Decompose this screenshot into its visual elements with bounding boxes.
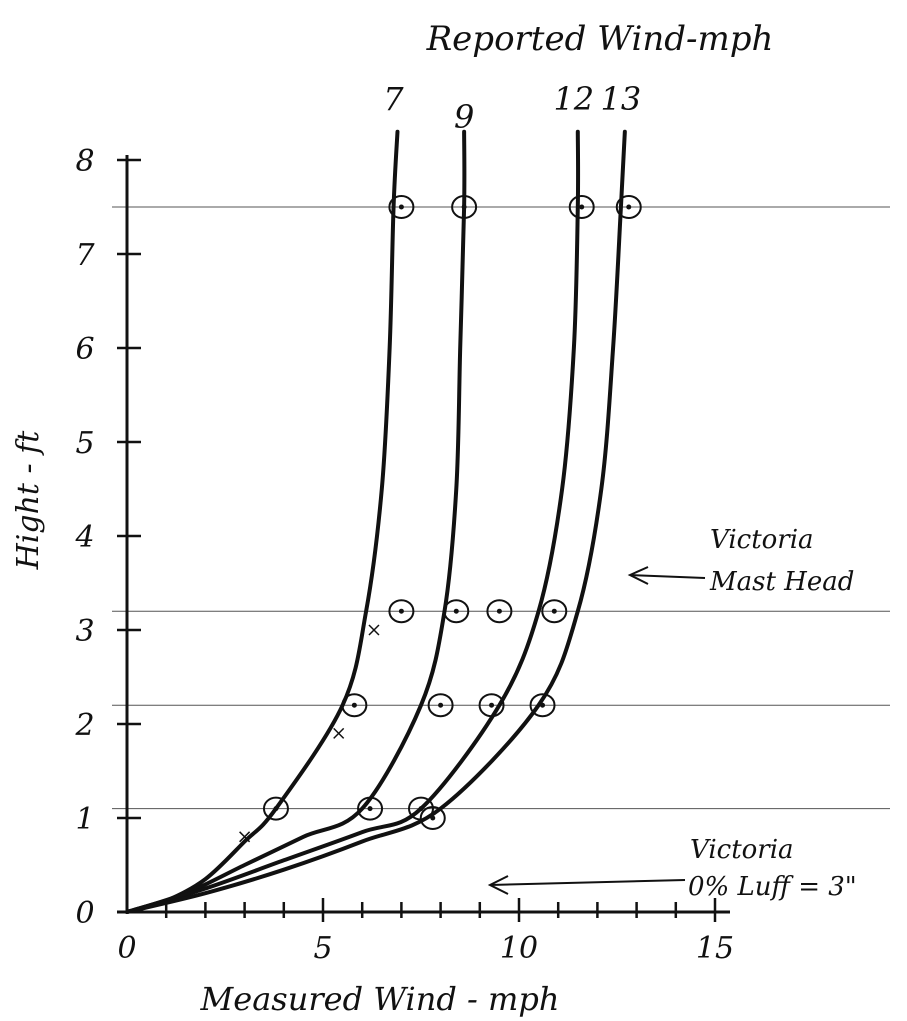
- data-point-13-1: [529, 693, 556, 718]
- x-marker-2: [368, 624, 380, 636]
- data-point-dot: [351, 702, 357, 708]
- data-point-ring: [568, 195, 595, 219]
- data-point-ring: [427, 693, 454, 718]
- data-point-ring: [529, 693, 556, 718]
- x-tick-label-1: 5: [313, 931, 332, 966]
- reference-lines: [112, 206, 890, 810]
- data-point-ring: [486, 599, 513, 624]
- data-point-13-2: [541, 599, 568, 624]
- data-point-ring: [388, 599, 415, 624]
- data-point-9-3: [451, 195, 478, 219]
- y-axis-label: Hight - ft: [11, 430, 46, 571]
- x-tick-label-3: 15: [696, 931, 734, 966]
- data-point-ring: [451, 195, 478, 219]
- y-tick-label-1: 1: [75, 802, 94, 837]
- data-point-dot: [430, 815, 436, 821]
- series-label-7: 7: [383, 80, 404, 118]
- axes: 0 1 2 3 4 5 6 7 8 0 5 10 15: [74, 144, 734, 966]
- series-label-12: 12: [553, 80, 594, 118]
- y-tick-label-0: 0: [75, 896, 94, 931]
- y-tick-label-6: 6: [75, 332, 94, 367]
- y-tick-label-3: 3: [75, 614, 94, 649]
- data-point-dot: [551, 608, 557, 614]
- data-point-12-1: [478, 693, 505, 718]
- chart-title: Reported Wind-mph: [426, 19, 774, 59]
- data-point-ring: [388, 195, 415, 219]
- annotation-luff-line2: 0% Luff = 3": [688, 872, 857, 902]
- data-point-dot: [367, 806, 373, 812]
- data-point-dot: [453, 608, 459, 614]
- data-point-dot: [418, 806, 424, 812]
- data-point-12-3: [568, 195, 595, 219]
- x-marker-0: [239, 831, 251, 843]
- y-tick-label-5: 5: [75, 426, 94, 461]
- data-point-dot: [461, 204, 467, 210]
- data-point-dot: [496, 608, 502, 614]
- x-marker-stroke-b: [368, 624, 380, 636]
- x-marker-stroke-b: [333, 727, 345, 739]
- series-curves: [125, 129, 627, 914]
- data-point-dot: [626, 204, 632, 210]
- data-point-9-0: [357, 796, 384, 821]
- data-point-9-2: [443, 599, 470, 624]
- data-point-dot: [398, 608, 404, 614]
- data-point-ring: [262, 796, 289, 821]
- arrow-luff: [487, 875, 686, 895]
- y-tick-label-2: 2: [74, 708, 94, 743]
- y-tick-label-7: 7: [75, 238, 95, 273]
- series-curve-7: [125, 129, 400, 914]
- data-point-7-0: [262, 796, 289, 821]
- data-point-ring: [341, 693, 368, 718]
- series-labels: 7 9 12 13: [383, 80, 641, 136]
- x-axis-label: Measured Wind - mph: [200, 980, 560, 1018]
- annotation-mast-head-line1: Victoria: [710, 525, 814, 555]
- data-point-13-3: [615, 195, 642, 219]
- data-point-ring: [541, 599, 568, 624]
- annotation-luff: Victoria 0% Luff = 3": [487, 835, 857, 902]
- data-point-ring: [357, 796, 384, 821]
- data-point-7-1: [341, 693, 368, 718]
- data-points: [239, 195, 642, 843]
- data-point-ring: [615, 195, 642, 219]
- x-tick-label-2: 10: [500, 931, 538, 966]
- series-curve-9: [125, 129, 467, 914]
- series-label-13: 13: [600, 80, 641, 118]
- annotation-mast-head-line2: Mast Head: [709, 567, 854, 597]
- x-tick-label-0: 0: [117, 931, 136, 966]
- data-point-9-1: [427, 693, 454, 718]
- series-curve-12: [125, 129, 581, 914]
- arrow-mast-head: [627, 566, 706, 585]
- data-point-dot: [579, 204, 585, 210]
- y-tick-label-4: 4: [74, 520, 94, 555]
- data-point-ring: [443, 599, 470, 624]
- data-point-ring: [419, 806, 446, 830]
- y-tick-label-8: 8: [75, 144, 94, 179]
- data-point-dot: [540, 702, 546, 708]
- data-point-dot: [489, 702, 495, 708]
- series-label-9: 9: [454, 98, 474, 136]
- data-point-7-3: [388, 195, 415, 219]
- data-point-12-2: [486, 599, 513, 624]
- data-point-dot: [273, 806, 279, 812]
- series-curve-13: [125, 129, 627, 914]
- x-marker-1: [333, 727, 345, 739]
- annotation-mast-head: Victoria Mast Head: [627, 525, 854, 597]
- data-point-7-2: [388, 599, 415, 624]
- data-point-13-0: [419, 806, 446, 830]
- x-marker-stroke-b: [239, 831, 251, 843]
- data-point-ring: [478, 693, 505, 718]
- data-point-dot: [438, 702, 444, 708]
- data-point-dot: [398, 204, 404, 210]
- annotation-luff-line1: Victoria: [690, 835, 794, 865]
